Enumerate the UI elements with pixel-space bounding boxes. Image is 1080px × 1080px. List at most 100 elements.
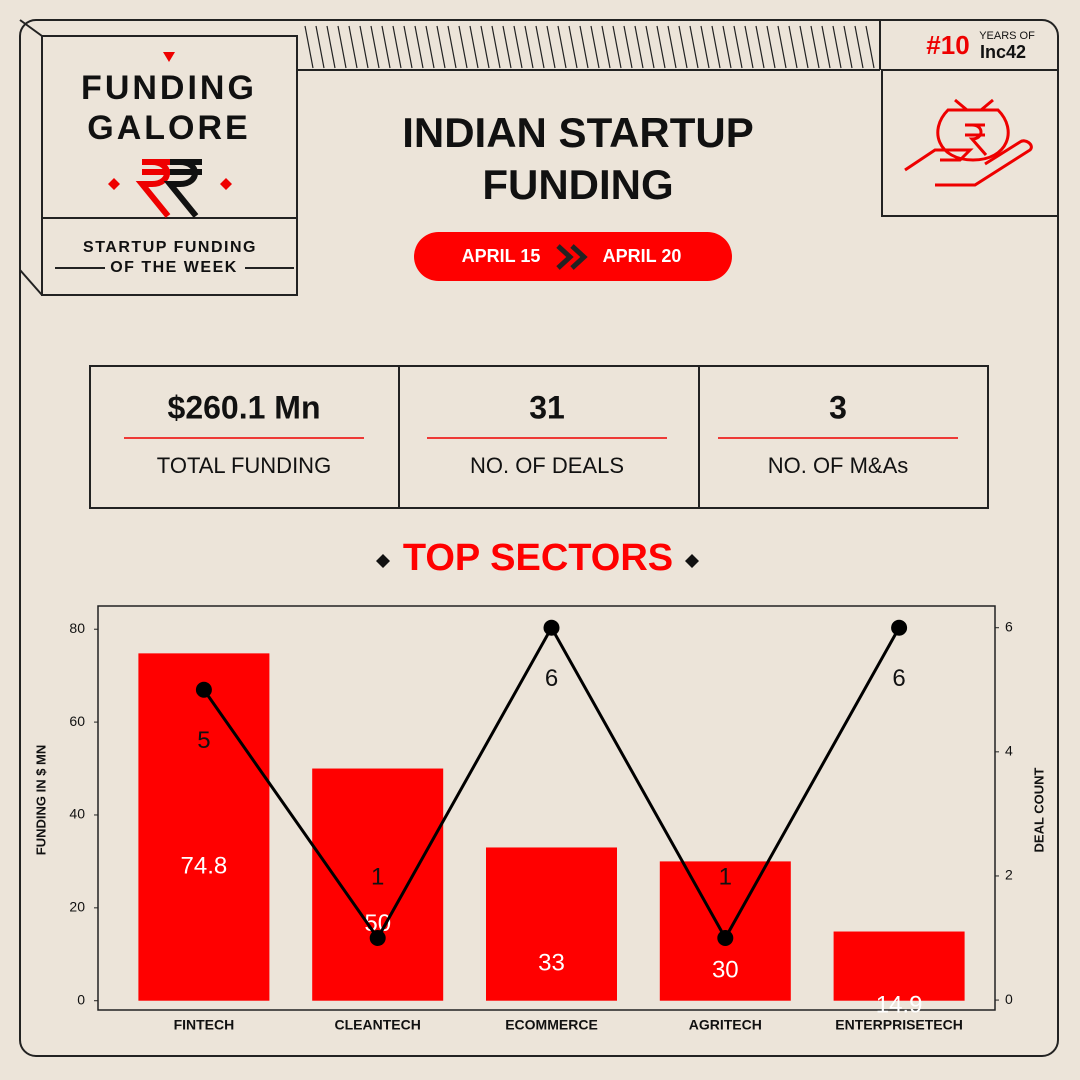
hatch-line xyxy=(854,25,864,69)
bar-value-label: 30 xyxy=(712,956,739,983)
hatch-line xyxy=(447,25,457,69)
main-title: FUNDING xyxy=(482,161,673,208)
hatch-line xyxy=(865,25,875,69)
logo-brand: Inc42 xyxy=(980,42,1026,62)
date-to: APRIL 20 xyxy=(603,246,682,266)
stat-label: TOTAL FUNDING xyxy=(157,453,331,478)
hatch-line xyxy=(612,25,622,69)
hatch-line xyxy=(458,25,468,69)
y-tick-label: 0 xyxy=(77,991,85,1007)
hatch-line xyxy=(722,25,732,69)
stat-label: NO. OF M&As xyxy=(768,453,909,478)
hatch-line xyxy=(513,25,523,69)
bar xyxy=(833,931,965,1001)
hatch-line xyxy=(491,25,501,69)
hatch-line xyxy=(832,25,842,69)
badge-subtitle: STARTUP FUNDING xyxy=(83,239,257,256)
chevrons xyxy=(556,244,588,270)
y-tick-label: 60 xyxy=(69,713,85,729)
hatch-line xyxy=(667,25,677,69)
bar xyxy=(312,768,444,1001)
x-tick-label: ECOMMERCE xyxy=(505,1017,598,1033)
stat-value: 3 xyxy=(829,389,847,425)
logo-years: YEARS OF xyxy=(979,30,1035,42)
hatch-line xyxy=(535,25,545,69)
y2-tick-label: 2 xyxy=(1005,867,1013,883)
date-from: APRIL 15 xyxy=(462,246,541,266)
chart: 0 20 40 60 80 0 2 4 6 FINTECH CLEANTECH ECOMMERCE AG… xyxy=(69,618,1013,1032)
line-point xyxy=(891,619,908,636)
hatch-line xyxy=(557,25,567,69)
hatch-line xyxy=(788,25,798,69)
hatch-line xyxy=(645,25,655,69)
y-tick-label: 40 xyxy=(69,806,85,822)
line-value-label: 6 xyxy=(545,665,558,692)
hatch-line xyxy=(359,25,369,69)
bar xyxy=(138,653,270,1001)
stat-value: 31 xyxy=(529,389,565,425)
plot-frame xyxy=(97,605,996,1011)
bar-value-label: 74.8 xyxy=(181,852,228,879)
line-point xyxy=(543,619,560,636)
hatch-line xyxy=(469,25,479,69)
chart-title: TOP SECTORS xyxy=(403,537,673,579)
hatch-line xyxy=(381,25,391,69)
main-title: INDIAN STARTUP xyxy=(402,109,754,156)
hatch-line xyxy=(568,25,578,69)
line-value-label: 1 xyxy=(719,863,732,890)
hatch-line xyxy=(579,25,589,69)
hatch-line xyxy=(810,25,820,69)
hatch-line xyxy=(733,25,743,69)
y2-tick-label: 6 xyxy=(1005,618,1013,634)
stat-value: $260.1 Mn xyxy=(168,389,321,425)
hatch-line xyxy=(370,25,380,69)
line-value-label: 6 xyxy=(892,665,905,692)
y2-tick-label: 4 xyxy=(1005,743,1013,759)
hatch-line xyxy=(755,25,765,69)
hatch-line xyxy=(502,25,512,69)
hatch-line xyxy=(348,25,358,69)
hatch-line xyxy=(799,25,809,69)
y-tick-label: 80 xyxy=(69,620,85,636)
left-box xyxy=(19,19,298,296)
line-point xyxy=(195,681,212,698)
hatch-line xyxy=(601,25,611,69)
hatch-line xyxy=(689,25,699,69)
bar-value-label: 14.9 xyxy=(876,991,923,1018)
hatch-line xyxy=(403,25,413,69)
hatch-line xyxy=(821,25,831,69)
stats: $260.1 Mn TOTAL FUNDING 31 NO. OF DEALS 3 NO.… xyxy=(124,389,958,478)
hatch-line xyxy=(304,25,314,69)
stats-box xyxy=(89,365,989,509)
hatch-line xyxy=(590,25,600,69)
hatch-line xyxy=(524,25,534,69)
x-tick-label: CLEANTECH xyxy=(335,1017,421,1033)
line-value-label: 1 xyxy=(371,863,384,890)
line-value-label: 5 xyxy=(197,727,210,754)
hatch-line xyxy=(315,25,325,69)
x-tick-label: FINTECH xyxy=(174,1017,235,1033)
hatch-line xyxy=(744,25,754,69)
badge-title: FUNDING xyxy=(81,69,257,107)
stat-label: NO. OF DEALS xyxy=(470,453,624,478)
line-point xyxy=(717,930,734,947)
hatch-line xyxy=(326,25,336,69)
hatch-line xyxy=(656,25,666,69)
x-tick-label: AGRITECH xyxy=(689,1017,762,1033)
logo-number: #10 xyxy=(926,30,969,60)
hatch-line xyxy=(392,25,402,69)
hatch-line xyxy=(623,25,633,69)
hatch-line xyxy=(480,25,490,69)
hatch-line xyxy=(678,25,688,69)
x-tick-label: ENTERPRISETECH xyxy=(835,1017,963,1033)
right-box xyxy=(879,20,1059,217)
hatch-strip xyxy=(297,25,880,71)
hatch-line xyxy=(546,25,556,69)
badge-title: GALORE xyxy=(87,109,250,147)
hatch-line xyxy=(700,25,710,69)
bar xyxy=(486,847,617,1001)
bar-value-label: 33 xyxy=(538,949,565,976)
y-tick-label: 20 xyxy=(69,899,85,915)
hatch-line xyxy=(425,25,435,69)
